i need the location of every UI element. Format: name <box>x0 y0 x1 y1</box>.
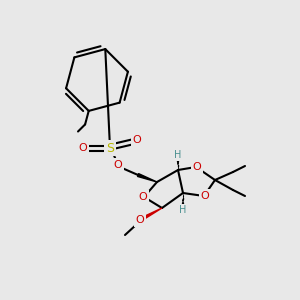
Text: O: O <box>114 160 122 170</box>
Text: O: O <box>136 215 144 225</box>
Text: H: H <box>174 150 182 160</box>
Polygon shape <box>137 174 157 182</box>
Text: O: O <box>139 192 147 202</box>
Polygon shape <box>139 208 162 221</box>
Text: S: S <box>106 142 114 154</box>
Text: H: H <box>179 205 187 215</box>
Text: O: O <box>193 162 201 172</box>
Text: O: O <box>201 191 209 201</box>
Text: O: O <box>79 143 87 153</box>
Text: O: O <box>133 135 141 145</box>
